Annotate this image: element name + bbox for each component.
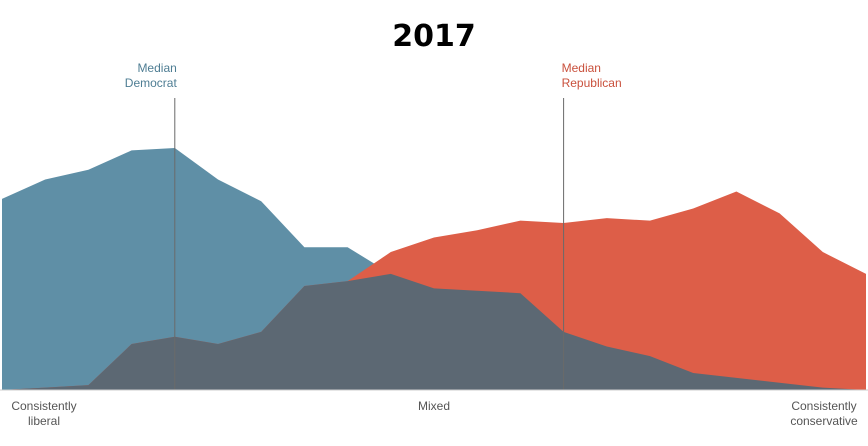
chart-areas — [2, 148, 866, 390]
axis-label-liberal-line1: Consistently — [11, 399, 76, 413]
median-label-rep-line2: Republican — [562, 76, 622, 90]
axis-label-liberal-line2: liberal — [28, 414, 60, 428]
area-dem — [2, 148, 866, 390]
chart-title: 2017 — [392, 19, 476, 54]
area-overlap — [2, 273, 866, 390]
axis-label-conservative-line2: conservative — [790, 414, 858, 428]
median-label-dem-line2: Democrat — [125, 76, 178, 90]
median-label-dem-line1: Median — [137, 61, 176, 75]
axis-label-mixed-line1: Mixed — [418, 399, 450, 413]
axis-label-conservative-line1: Consistently — [791, 399, 856, 413]
median-label-rep-line1: Median — [562, 61, 601, 75]
